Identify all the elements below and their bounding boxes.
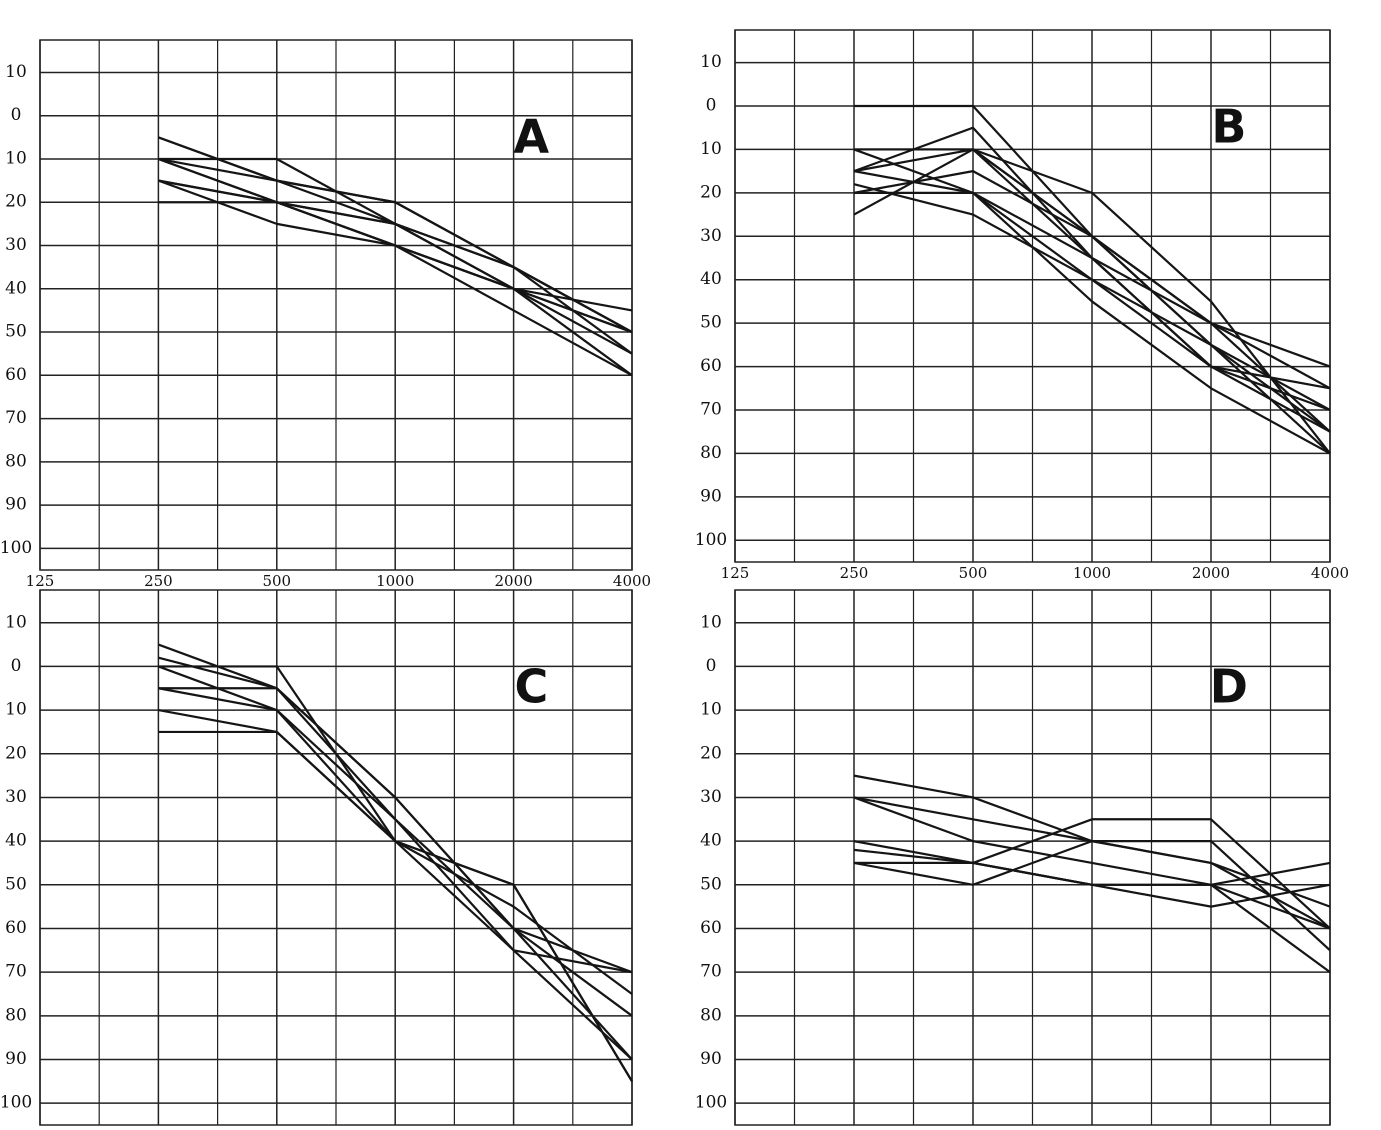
- y-tick-label: 50: [700, 874, 722, 894]
- y-tick-label: 40: [5, 831, 27, 851]
- plot-frame: [39, 589, 633, 1126]
- y-tick-label: 10: [700, 612, 722, 632]
- series-line: [854, 861, 1331, 930]
- y-tick-label: 80: [5, 1005, 27, 1025]
- series-line: [853, 183, 1331, 412]
- y-tick-label: 70: [700, 962, 722, 982]
- y-tick-label: 70: [5, 962, 27, 982]
- y-tick-label: 10: [700, 139, 722, 159]
- x-tick-label: 4000: [613, 572, 651, 590]
- y-tick-label: 60: [5, 365, 27, 385]
- y-tick-label: 40: [700, 269, 722, 289]
- y-tick-label: 90: [5, 1049, 27, 1069]
- y-tick-label: 50: [5, 322, 27, 342]
- chart-title: B: [1211, 100, 1246, 154]
- y-tick-label: 40: [5, 278, 27, 298]
- y-tick-label: 20: [700, 182, 722, 202]
- x-tick-label: 125: [721, 564, 750, 582]
- x-tick-label: 250: [840, 564, 869, 582]
- series-line: [853, 796, 1331, 974]
- y-tick-label: 100: [0, 1093, 32, 1113]
- x-tick-label: 500: [959, 564, 988, 582]
- series-line: [158, 136, 633, 334]
- y-tick-label: 50: [5, 874, 27, 894]
- chart-title: D: [1210, 660, 1248, 714]
- x-tick-label: 500: [262, 572, 291, 590]
- x-tick-label: 4000: [1311, 564, 1349, 582]
- series-line: [158, 179, 633, 312]
- y-tick-label: 30: [700, 226, 722, 246]
- y-tick-label: 0: [706, 656, 717, 676]
- y-tick-label: 60: [700, 356, 722, 376]
- y-tick-label: 30: [700, 787, 722, 807]
- y-tick-label: 0: [706, 96, 717, 116]
- y-tick-label: 90: [700, 486, 722, 506]
- x-tick-label: 1000: [1073, 564, 1111, 582]
- x-tick-label: 2000: [1192, 564, 1230, 582]
- y-tick-label: 20: [5, 743, 27, 763]
- y-tick-label: 80: [700, 1005, 722, 1025]
- x-tick-label: 2000: [495, 572, 533, 590]
- plot-frame: [734, 29, 1331, 563]
- y-tick-label: 70: [5, 408, 27, 428]
- plot-frame: [734, 589, 1331, 1126]
- y-tick-label: 10: [700, 52, 722, 72]
- y-tick-label: 80: [5, 451, 27, 471]
- series-line: [158, 656, 633, 974]
- y-tick-label: 40: [700, 831, 722, 851]
- plot-frame: [39, 39, 633, 571]
- y-tick-label: 10: [5, 62, 27, 82]
- x-tick-label: 125: [26, 572, 55, 590]
- series-line: [853, 170, 1331, 368]
- y-tick-label: 90: [5, 495, 27, 515]
- y-tick-label: 10: [5, 148, 27, 168]
- y-tick-label: 80: [700, 443, 722, 463]
- y-tick-label: 90: [700, 1049, 722, 1069]
- y-tick-label: 70: [700, 400, 722, 420]
- y-tick-label: 100: [695, 530, 727, 550]
- y-tick-label: 30: [5, 787, 27, 807]
- y-tick-label: 100: [0, 538, 32, 558]
- y-tick-label: 50: [700, 313, 722, 333]
- y-tick-label: 100: [695, 1093, 727, 1113]
- y-tick-label: 0: [11, 656, 22, 676]
- y-tick-label: 10: [5, 700, 27, 720]
- y-tick-label: 20: [700, 743, 722, 763]
- y-tick-label: 60: [5, 918, 27, 938]
- chart-title: A: [514, 110, 550, 164]
- chart-title: C: [514, 660, 548, 714]
- y-tick-label: 20: [5, 192, 27, 212]
- series-line: [158, 665, 633, 1082]
- x-tick-label: 1000: [376, 572, 414, 590]
- y-tick-label: 60: [700, 918, 722, 938]
- x-tick-label: 250: [144, 572, 173, 590]
- y-tick-label: 30: [5, 235, 27, 255]
- y-tick-label: 10: [5, 612, 27, 632]
- y-tick-label: 0: [11, 105, 22, 125]
- series-line: [853, 840, 1331, 952]
- y-tick-label: 10: [700, 700, 722, 720]
